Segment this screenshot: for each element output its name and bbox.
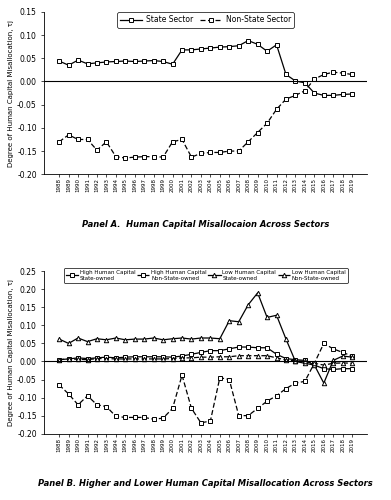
State Sector [142,58,147,64]
Non-State Sector [274,106,279,112]
State Sector [217,44,222,50]
State Sector [180,47,185,53]
Non-State Sector [95,147,99,153]
State Sector [237,42,241,48]
Legend: State Sector, Non-State Sector: State Sector, Non-State Sector [117,12,294,28]
Non-State Sector [180,136,185,142]
State Sector [199,46,203,52]
Non-State Sector [123,155,127,161]
State Sector [151,58,156,64]
Line: Non-State Sector: Non-State Sector [57,70,354,160]
State Sector [113,58,118,64]
State Sector [170,62,175,68]
Non-State Sector [151,154,156,160]
Non-State Sector [293,92,298,98]
Non-State Sector [340,70,345,76]
Non-State Sector [199,150,203,156]
Non-State Sector [283,96,288,102]
State Sector [265,48,269,54]
Line: State Sector: State Sector [57,38,354,98]
Non-State Sector [113,154,118,160]
Y-axis label: Degree of Human Capital Misallocation, τj: Degree of Human Capital Misallocation, τ… [8,279,14,426]
State Sector [57,58,61,64]
State Sector [133,58,137,64]
Non-State Sector [217,150,222,156]
Non-State Sector [237,148,241,154]
State Sector [283,72,288,78]
Non-State Sector [255,130,260,136]
Non-State Sector [170,139,175,145]
Non-State Sector [189,154,194,160]
Non-State Sector [350,72,355,78]
State Sector [331,92,335,98]
Non-State Sector [227,148,231,154]
State Sector [303,80,307,86]
Legend: High Human Capital
State-owned, High Human Capital
Non-State-owned, Low Human Ca: High Human Capital State-owned, High Hum… [64,268,348,282]
State Sector [274,42,279,48]
Text: Panel B. Higher and Lower Human Capital Misallocation Across Sectors: Panel B. Higher and Lower Human Capital … [38,479,373,488]
State Sector [246,38,251,44]
Text: Panel A.  Human Capital Misallocaion Across Sectors: Panel A. Human Capital Misallocaion Acro… [82,220,329,229]
State Sector [227,44,231,50]
State Sector [85,61,90,67]
Non-State Sector [57,139,61,145]
State Sector [123,58,127,64]
Non-State Sector [85,136,90,142]
Non-State Sector [142,154,147,160]
State Sector [293,78,298,84]
Non-State Sector [265,120,269,126]
State Sector [255,42,260,48]
Non-State Sector [208,150,213,156]
Non-State Sector [133,154,137,160]
Y-axis label: Degree of Human Capital Misallocation, τj: Degree of Human Capital Misallocation, τ… [8,20,14,167]
Non-State Sector [331,69,335,75]
State Sector [104,59,109,65]
Non-State Sector [312,76,317,82]
State Sector [312,90,317,96]
State Sector [350,91,355,97]
Non-State Sector [303,88,307,94]
Non-State Sector [104,139,109,145]
Non-State Sector [66,132,71,138]
Non-State Sector [246,139,251,145]
Non-State Sector [76,136,81,142]
State Sector [189,47,194,53]
State Sector [208,45,213,51]
Non-State Sector [161,154,165,160]
Non-State Sector [321,72,326,78]
State Sector [340,92,345,98]
State Sector [66,62,71,68]
State Sector [76,57,81,63]
State Sector [95,60,99,66]
State Sector [321,92,326,98]
State Sector [161,58,165,64]
